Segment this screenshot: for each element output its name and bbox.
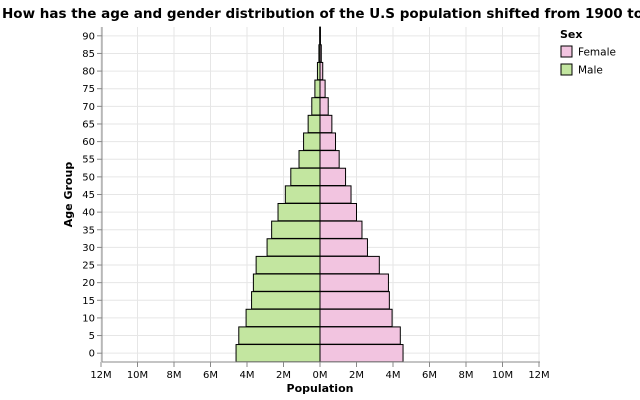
axes: 12M 10M 8M 6M 4M 2M 0M 2M 4M 6M 8M 10M 12M 0 5 10 15 20 25… [82, 27, 550, 381]
bar-male-age-50 [290, 167, 321, 187]
bar-female-age-40 [319, 202, 357, 222]
x-tick-label: 4M [240, 370, 255, 381]
bar-female-age-35 [319, 220, 363, 239]
bar-female-age-15 [319, 291, 390, 310]
bar-male-age-5 [238, 326, 321, 345]
legend-label-female: Female [578, 47, 616, 59]
y-tick-label: 70 [82, 102, 95, 113]
x-tick-label: 0M [313, 370, 328, 381]
bar-male-age-0 [235, 344, 321, 363]
bar-male-age-55 [298, 150, 321, 169]
bar-male-age-70 [311, 97, 321, 116]
bar-female-age-50 [319, 167, 347, 187]
bar-female-age-75 [319, 79, 326, 98]
x-tick-label: 8M [459, 370, 474, 381]
x-tick-label: 6M [203, 370, 218, 381]
chart-title: How has the age and gender distribution … [2, 6, 640, 22]
y-tick-label: 45 [82, 190, 95, 201]
bar-female-age-80 [319, 61, 324, 81]
y-axis-title: Age Group [62, 162, 75, 228]
bar-female-age-0 [319, 344, 404, 363]
bar-female-age-20 [319, 273, 389, 292]
y-tick-label: 90 [82, 31, 95, 42]
legend: Sex Female Male [560, 28, 616, 77]
y-tick-label: 75 [82, 84, 95, 95]
legend-label-male: Male [578, 65, 603, 77]
bar-male-age-65 [307, 114, 321, 134]
x-tick-label: 2M [276, 370, 291, 381]
y-tick-label: 80 [82, 67, 95, 78]
y-tick-label: 30 [82, 243, 95, 254]
x-tick-label: 10M [127, 370, 148, 381]
x-axis-title: Population [287, 382, 354, 395]
bar-male-age-35 [271, 220, 321, 239]
bar-female-age-85 [319, 44, 322, 63]
y-tick-label: 85 [82, 49, 95, 60]
y-tick-label: 40 [82, 208, 95, 219]
x-tick-label: 2M [349, 370, 364, 381]
y-tick-label: 20 [82, 278, 95, 289]
bar-female-age-60 [319, 132, 337, 151]
legend-title: Sex [560, 28, 582, 41]
bar-male-age-40 [277, 202, 321, 222]
bar-female-age-10 [319, 308, 393, 328]
bar-male-age-30 [266, 238, 321, 257]
bar-male-age-45 [284, 185, 321, 204]
bar-female-age-70 [319, 97, 329, 116]
legend-swatch-female [560, 45, 573, 58]
legend-swatch-male [560, 63, 573, 76]
y-tick-label: 25 [82, 261, 95, 272]
bar-male-age-25 [255, 255, 321, 275]
x-tick-label: 10M [492, 370, 513, 381]
bar-male-age-10 [245, 308, 321, 328]
bar-female-age-65 [319, 114, 333, 134]
y-tick-label: 65 [82, 119, 95, 130]
bar-female-age-55 [319, 150, 340, 169]
bars-group [235, 26, 404, 363]
x-tick-label: 12M [90, 370, 111, 381]
y-tick-label: 55 [82, 155, 95, 166]
bar-male-age-20 [252, 273, 321, 292]
bar-female-age-25 [319, 255, 380, 275]
bar-male-age-15 [251, 291, 321, 310]
y-tick-label: 50 [82, 172, 95, 183]
bar-female-age-5 [319, 326, 401, 345]
y-tick-label: 35 [82, 225, 95, 236]
x-tick-label: 8M [167, 370, 182, 381]
bar-female-age-30 [319, 238, 368, 257]
x-tick-label: 12M [528, 370, 549, 381]
bar-male-age-60 [303, 132, 321, 151]
y-tick-label: 60 [82, 137, 95, 148]
x-tick-label: 6M [422, 370, 437, 381]
y-tick-label: 15 [82, 296, 95, 307]
y-tick-label: 10 [82, 313, 95, 324]
bar-male-age-75 [314, 79, 321, 98]
bar-female-age-45 [319, 185, 352, 204]
y-tick-label: 0 [89, 349, 95, 360]
y-tick-label: 5 [89, 331, 95, 342]
x-tick-label: 4M [386, 370, 401, 381]
